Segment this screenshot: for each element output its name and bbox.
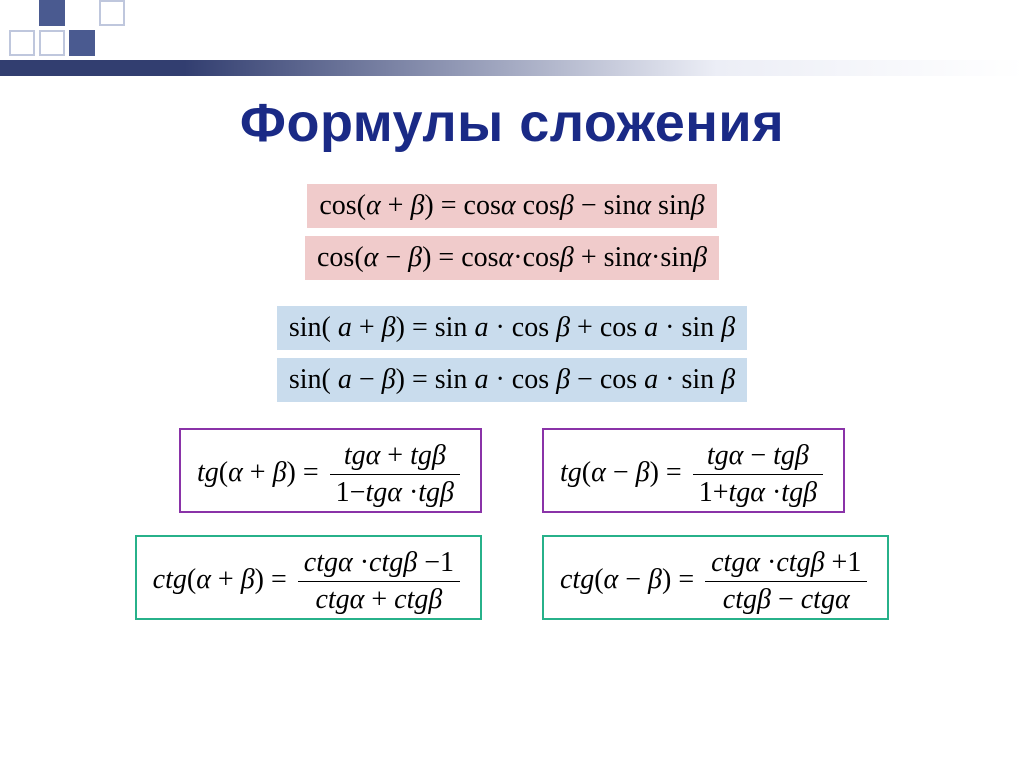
formula-ctg-sum: ctg(α + β) = ctgα ·ctgβ −1 ctgα + ctgβ <box>135 535 482 620</box>
header-gradient-bar <box>0 60 1024 76</box>
formula-cos-diff: cos(α − β) = cosα·cosβ + sinα·sinβ <box>305 236 719 280</box>
decor-row-2 <box>9 30 95 56</box>
ctg-row: ctg(α + β) = ctgα ·ctgβ −1 ctgα + ctgβ c… <box>0 535 1024 620</box>
formula-sin-diff: sin( a − β) = sin a · cos β − cos a · si… <box>277 358 747 402</box>
formula-tg-sum: tg(α + β) = tgα + tgβ 1−tgα ·tgβ <box>179 428 482 513</box>
formula-tg-diff: tg(α − β) = tgα − tgβ 1+tgα ·tgβ <box>542 428 845 513</box>
tg-row: tg(α + β) = tgα + tgβ 1−tgα ·tgβ tg(α − … <box>0 428 1024 513</box>
decor-row-1 <box>9 0 125 26</box>
formulas-container: cos(α + β) = cosα cosβ − sinα sinβ cos(α… <box>0 180 1024 620</box>
formula-ctg-diff: ctg(α − β) = ctgα ·ctgβ +1 ctgβ − ctgα <box>542 535 889 620</box>
formula-sin-sum: sin( a + β) = sin a · cos β + cos a · si… <box>277 306 747 350</box>
formula-cos-sum: cos(α + β) = cosα cosβ − sinα sinβ <box>307 184 716 228</box>
page-title: Формулы сложения <box>0 92 1024 154</box>
